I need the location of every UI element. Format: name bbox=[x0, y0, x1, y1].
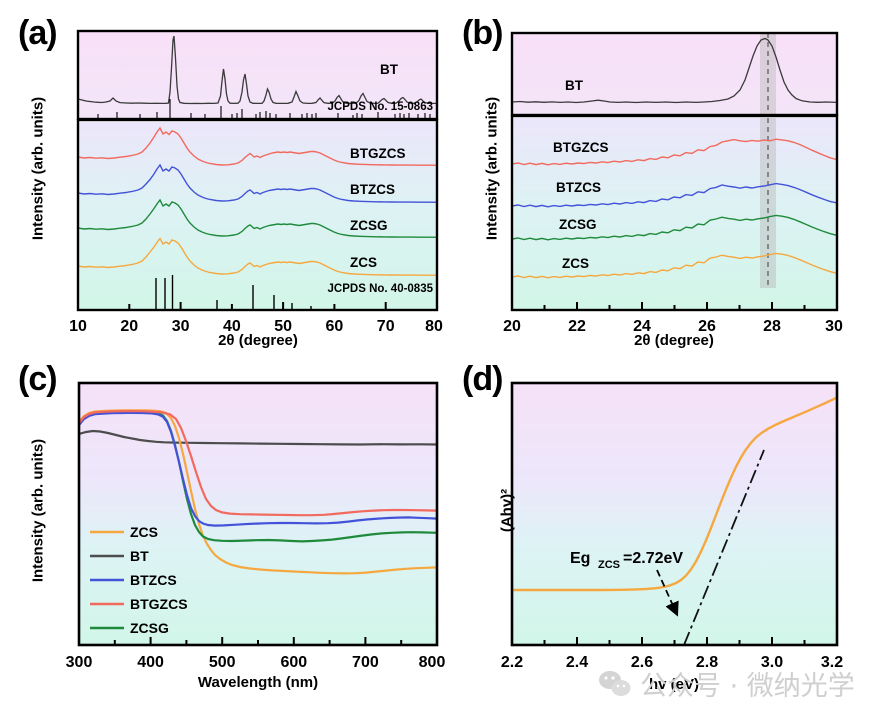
panel-c-plot: ZCS BT BTZCS BTGZCS ZCSG 300 400 500 600… bbox=[66, 381, 446, 671]
panel-a-xtick-7: 80 bbox=[425, 318, 443, 335]
panel-c-xtick-4: 700 bbox=[352, 654, 379, 671]
panel-a-label-btgzcs: BTGZCS bbox=[350, 146, 406, 161]
panel-d-traces bbox=[512, 396, 837, 645]
bt-trace-group bbox=[78, 35, 437, 105]
annotation-arrow bbox=[656, 569, 679, 617]
panel-d-xtick-1: 2.4 bbox=[566, 654, 588, 671]
watermark: 公众号 · 微纳光学 bbox=[598, 664, 855, 703]
eg-annotation-sub: ZCS bbox=[598, 559, 620, 571]
panel-a-top-jcpds: JCPDS No. 15-0863 bbox=[328, 101, 433, 113]
panel-b-label-btgzcs: BTGZCS bbox=[553, 140, 609, 155]
panel-c-traces bbox=[79, 409, 437, 575]
panel-a-xtick-4: 50 bbox=[274, 318, 292, 335]
tangent-line bbox=[683, 449, 765, 645]
panel-b-ylabel: Intensity (arb. units) bbox=[483, 96, 501, 241]
panel-b-plot: BT BTGZCS BTZCS ZCSG ZCS 20 22 24 26 28 … bbox=[503, 31, 843, 335]
btzcs-curve-b bbox=[512, 182, 837, 208]
panel-d: (d) (Ahv)² Eg ZCS =2.72eV bbox=[446, 352, 886, 712]
eg-annotation-main: Eg bbox=[570, 550, 590, 567]
panel-d-xtick-4: 3.0 bbox=[761, 654, 783, 671]
panel-c-legend: ZCS BT BTZCS BTGZCS ZCSG bbox=[90, 524, 188, 636]
panel-d-letter: (d) bbox=[462, 360, 503, 398]
panel-a-xtick-3: 40 bbox=[223, 318, 241, 335]
panel-a-label-zcs: ZCS bbox=[350, 255, 377, 270]
bt-curve-c bbox=[79, 429, 437, 446]
btzcs-curve-c bbox=[79, 411, 437, 527]
zcs-jcpds-sticks bbox=[155, 275, 312, 310]
panel-c-xtick-2: 500 bbox=[209, 654, 236, 671]
panel-b: (b) Intensity (arb. units) BT bbox=[446, 0, 886, 352]
panel-c: (c) Intensity (arb. units) ZCS BT bbox=[0, 352, 446, 712]
panel-a-label-zcsg: ZCSG bbox=[350, 218, 388, 233]
panel-d-xtick-3: 2.8 bbox=[696, 654, 718, 671]
panel-d-xtick-0: 2.2 bbox=[501, 654, 523, 671]
panel-a-bt-label: BT bbox=[380, 62, 399, 77]
panel-c-xtick-3: 600 bbox=[280, 654, 307, 671]
composite-traces-group bbox=[78, 126, 437, 276]
panel-d-xtick-2: 2.6 bbox=[631, 654, 653, 671]
legend-label-bt: BT bbox=[130, 548, 149, 564]
bt-jcpds-sticks bbox=[97, 99, 431, 119]
legend-label-btzcs: BTZCS bbox=[130, 572, 177, 588]
zcsg-curve-a bbox=[78, 198, 437, 238]
panel-a-xlabel: 2θ (degree) bbox=[218, 332, 298, 349]
wechat-icon bbox=[599, 670, 631, 696]
panel-b-xtick-1: 22 bbox=[568, 318, 586, 335]
panel-b-xtick-5: 30 bbox=[825, 318, 843, 335]
panel-b-xlabel: 2θ (degree) bbox=[634, 332, 714, 349]
panel-b-bt-label: BT bbox=[565, 78, 584, 93]
panel-d-ylabel: (Ahv)² bbox=[499, 456, 516, 566]
legend-label-zcsg: ZCSG bbox=[130, 620, 169, 636]
panel-c-xticks bbox=[78, 637, 438, 645]
panel-b-xticks bbox=[511, 302, 838, 310]
panel-d-xticks bbox=[511, 637, 838, 645]
panel-c-xtick-5: 800 bbox=[419, 654, 446, 671]
panel-b-xtick-2: 24 bbox=[633, 318, 651, 335]
panel-b-label-zcsg: ZCSG bbox=[559, 217, 597, 232]
panel-a-plot: BT JCPDS No. 15-0863 bbox=[69, 29, 443, 335]
bt-curve bbox=[78, 35, 437, 105]
panel-a-xtick-0: 10 bbox=[69, 318, 87, 335]
panel-a-xtick-6: 70 bbox=[377, 318, 395, 335]
btgzcs-curve-b bbox=[512, 138, 837, 166]
composite-traces-group-b bbox=[512, 138, 837, 279]
panel-a-xtick-1: 20 bbox=[120, 318, 138, 335]
panel-a-xticks bbox=[77, 302, 438, 310]
panel-b-label-zcs: ZCS bbox=[562, 256, 589, 271]
panel-c-letter: (c) bbox=[18, 360, 58, 398]
zcs-tauc-curve bbox=[512, 396, 837, 592]
panel-d-ylabel-text: (Ahv)² bbox=[498, 488, 516, 533]
panel-b-xtick-0: 20 bbox=[503, 318, 521, 335]
zcsg-curve-b bbox=[512, 214, 837, 241]
panel-a: (a) Intensity (arb. units) BT JCPDS No. … bbox=[0, 0, 446, 352]
bt-curve-b bbox=[512, 37, 837, 104]
panel-a-ylabel: Intensity (arb. units) bbox=[29, 96, 47, 241]
zcs-curve-b bbox=[512, 252, 837, 279]
legend-label-btgzcs: BTGZCS bbox=[130, 596, 188, 612]
panel-b-label-btzcs: BTZCS bbox=[556, 180, 601, 195]
bt-trace-group-b bbox=[512, 37, 837, 104]
panel-c-ylabel: Intensity (arb. units) bbox=[29, 438, 47, 583]
panel-c-xlabel: Wavelength (nm) bbox=[197, 674, 319, 691]
btgzcs-curve-a bbox=[78, 126, 437, 166]
panel-d-xlabel: hv (eV) bbox=[648, 676, 699, 693]
eg-annotation-value: =2.72eV bbox=[623, 550, 683, 567]
legend-label-zcs: ZCS bbox=[130, 524, 158, 540]
panel-b-xtick-3: 26 bbox=[698, 318, 716, 335]
panel-a-label-btzcs: BTZCS bbox=[350, 182, 395, 197]
panel-a-xtick-5: 60 bbox=[326, 318, 344, 335]
panel-a-letter: (a) bbox=[18, 14, 58, 52]
panel-c-xtick-1: 400 bbox=[137, 654, 164, 671]
panel-a-bottom-jcpds: JCPDS No. 40-0835 bbox=[328, 283, 434, 295]
panel-a-xtick-2: 30 bbox=[172, 318, 190, 335]
panel-d-xtick-5: 3.2 bbox=[821, 654, 843, 671]
panel-d-plot: Eg ZCS =2.72eV 2.2 2.4 2.6 2.8 3.0 3.2 bbox=[501, 381, 843, 671]
panel-b-letter: (b) bbox=[462, 14, 503, 52]
panel-c-xtick-0: 300 bbox=[66, 654, 93, 671]
btgzcs-curve-c bbox=[79, 409, 437, 517]
watermark-text: 公众号 · 微纳光学 bbox=[640, 671, 855, 702]
panel-b-xtick-4: 28 bbox=[763, 318, 781, 335]
zcs-curve-a bbox=[78, 237, 437, 276]
btzcs-curve-a bbox=[78, 163, 437, 203]
